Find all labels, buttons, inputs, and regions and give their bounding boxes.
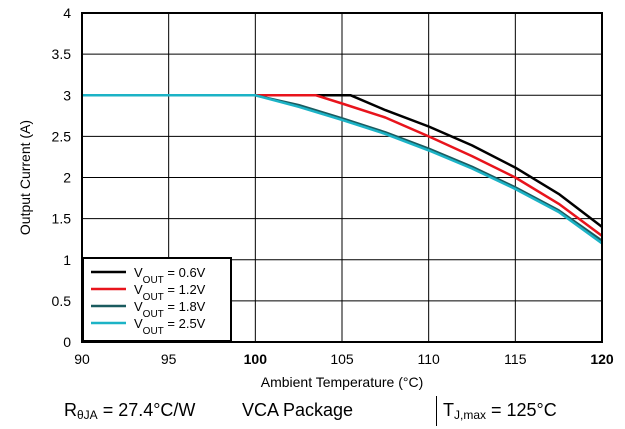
x-tick-label: 105: [330, 351, 354, 367]
x-axis-title: Ambient Temperature (°C): [261, 374, 424, 390]
legend-label: VOUT = 1.2V: [134, 282, 206, 303]
x-tick-label: 120: [590, 351, 614, 367]
y-tick-label: 1: [63, 252, 71, 268]
series-lines: [82, 94, 603, 245]
tick-labels: 90 95 100 105 110 115 120 0 0.5 1 1.5 2 2.5 3 3.5 4: [52, 5, 614, 367]
y-tick-label: 3.5: [52, 46, 72, 62]
caption-separator: [436, 396, 437, 426]
series-line: [82, 94, 603, 228]
y-tick-label: 2.5: [52, 128, 72, 144]
series-line: [82, 94, 603, 245]
x-tick-label: 95: [161, 351, 177, 367]
legend-label: VOUT = 0.6V: [134, 265, 206, 286]
thermal-resistance-label: RθJA = 27.4°C/W: [64, 400, 196, 422]
y-axis-title: Output Current (A): [17, 120, 33, 235]
y-tick-label: 3: [63, 87, 71, 103]
legend-label: VOUT = 1.8V: [134, 299, 206, 320]
series-line: [82, 94, 603, 237]
y-tick-label: 0.5: [52, 293, 72, 309]
chart-svg: 90 95 100 105 110 115 120 0 0.5 1 1.5 2 2.5 3 3.5 4 Amb…: [17, 5, 614, 390]
package-label: VCA Package: [242, 400, 354, 420]
max-junction-temperature-label: TJ,max = 125°C: [443, 400, 557, 422]
legend-box: [82, 257, 232, 342]
x-tick-label: 90: [74, 351, 90, 367]
y-tick-label: 0: [63, 334, 71, 350]
y-tick-label: 4: [63, 5, 71, 21]
x-tick-label: 100: [244, 351, 268, 367]
y-tick-label: 1.5: [52, 211, 72, 227]
legend-label: VOUT = 2.5V: [134, 316, 206, 337]
x-tick-label: 110: [418, 351, 441, 367]
x-tick-label: 115: [504, 351, 527, 367]
plot-frame: [81, 12, 603, 343]
y-tick-label: 2: [63, 170, 71, 186]
